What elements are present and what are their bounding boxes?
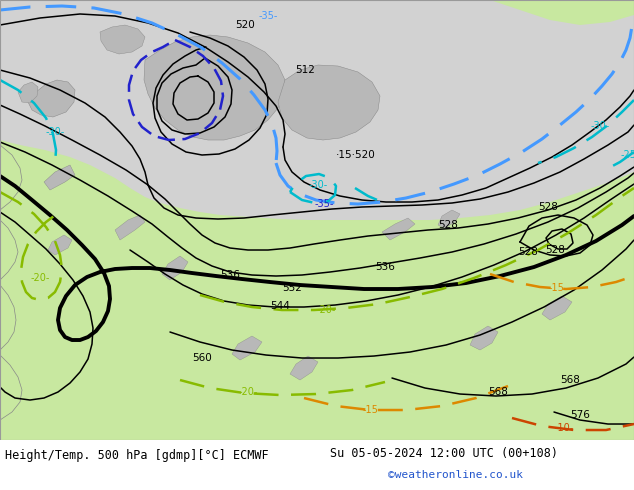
Text: -15-: -15- [548, 283, 567, 293]
Text: 512: 512 [295, 65, 315, 75]
Polygon shape [232, 336, 262, 360]
Text: Height/Temp. 500 hPa [gdmp][°C] ECMWF: Height/Temp. 500 hPa [gdmp][°C] ECMWF [5, 449, 269, 462]
Polygon shape [44, 165, 75, 190]
Text: 528: 528 [518, 247, 538, 257]
Text: -30-: -30- [46, 127, 65, 137]
Text: 552: 552 [282, 283, 302, 293]
Text: Su 05-05-2024 12:00 UTC (00+108): Su 05-05-2024 12:00 UTC (00+108) [330, 446, 558, 460]
Text: -20-: -20- [238, 387, 257, 397]
Text: -25-: -25- [620, 150, 634, 160]
Text: -20-: -20- [316, 305, 335, 315]
Text: 536: 536 [220, 270, 240, 280]
Text: ©weatheronline.co.uk: ©weatheronline.co.uk [388, 470, 523, 480]
Polygon shape [0, 140, 634, 440]
Text: 568: 568 [560, 375, 580, 385]
Text: 576: 576 [570, 410, 590, 420]
Polygon shape [470, 326, 498, 350]
Text: 528: 528 [538, 202, 558, 212]
Text: -15-: -15- [362, 405, 382, 415]
Text: -20-: -20- [30, 273, 49, 283]
Text: -30-: -30- [308, 180, 328, 190]
Polygon shape [115, 215, 145, 240]
Text: 528: 528 [438, 220, 458, 230]
Text: ·15·520: ·15·520 [336, 150, 376, 160]
Polygon shape [144, 35, 285, 140]
Text: -35-: -35- [314, 199, 333, 209]
Text: 528: 528 [545, 245, 565, 255]
Polygon shape [490, 0, 634, 25]
Polygon shape [580, 0, 634, 8]
Polygon shape [438, 210, 460, 228]
Polygon shape [278, 65, 380, 140]
Polygon shape [542, 296, 572, 320]
Text: 560: 560 [192, 353, 212, 363]
Polygon shape [382, 218, 415, 240]
Text: 536: 536 [375, 262, 395, 272]
Polygon shape [162, 256, 188, 280]
Polygon shape [48, 235, 72, 255]
Text: 544: 544 [270, 301, 290, 311]
Polygon shape [100, 25, 145, 54]
Polygon shape [18, 82, 38, 103]
Text: -10-: -10- [554, 423, 574, 433]
Polygon shape [28, 80, 75, 117]
Polygon shape [290, 356, 318, 380]
Text: 520: 520 [235, 20, 255, 30]
Text: -35-: -35- [258, 11, 278, 21]
Text: -30-: -30- [590, 121, 610, 131]
Text: 568: 568 [488, 387, 508, 397]
